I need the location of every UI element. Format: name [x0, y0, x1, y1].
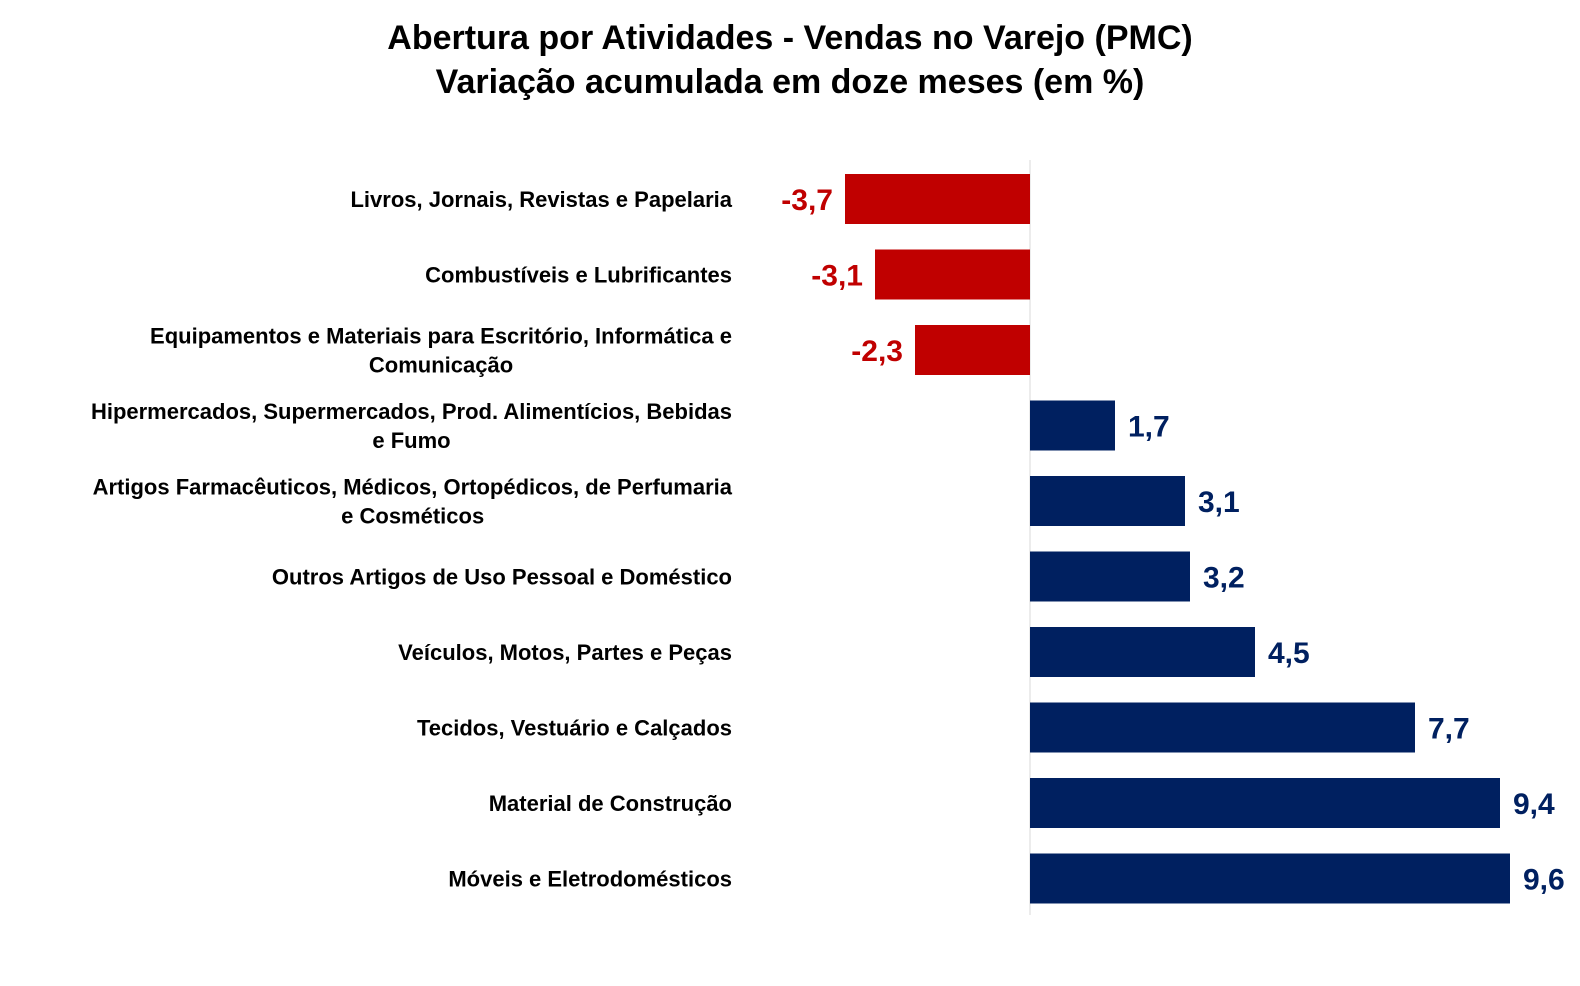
category-label: Outros Artigos de Uso Pessoal e Doméstic…: [272, 565, 732, 590]
category-label: Comunicação: [369, 353, 513, 378]
bar-value-label: -3,1: [811, 260, 863, 293]
bar: [1030, 400, 1115, 451]
bar-value-label: 7,7: [1428, 713, 1470, 746]
bar: [915, 325, 1030, 375]
category-label: Equipamentos e Materiais para Escritório…: [150, 324, 732, 349]
bar: [845, 174, 1030, 224]
category-label: e Cosméticos: [341, 504, 484, 529]
chart-title-line: Abertura por Atividades - Vendas no Vare…: [387, 19, 1193, 57]
category-label: Artigos Farmacêuticos, Médicos, Ortopédi…: [93, 475, 733, 500]
bar-value-label: -3,7: [781, 184, 833, 217]
bar: [1030, 853, 1510, 904]
category-label: Material de Construção: [489, 791, 732, 816]
bar-value-label: 3,2: [1203, 562, 1245, 595]
chart-subtitle-line: Variação acumulada em doze meses (em %): [435, 63, 1145, 101]
bar-value-label: 3,1: [1198, 486, 1240, 519]
chart-title: Abertura por Atividades - Vendas no Vare…: [0, 16, 1580, 104]
bar-value-label: -2,3: [851, 335, 903, 368]
category-label: Veículos, Motos, Partes e Peças: [398, 640, 732, 665]
category-label: e Fumo: [372, 428, 450, 453]
category-label: Hipermercados, Supermercados, Prod. Alim…: [91, 399, 732, 424]
category-label: Livros, Jornais, Revistas e Papelaria: [350, 187, 732, 212]
bar: [1030, 476, 1185, 526]
category-label: Móveis e Eletrodomésticos: [448, 867, 732, 892]
bar: [1030, 551, 1190, 602]
bar-value-label: 4,5: [1268, 637, 1310, 670]
category-label: Combustíveis e Lubrificantes: [425, 263, 732, 288]
bar: [1030, 627, 1255, 677]
bar-value-label: 9,4: [1513, 788, 1555, 821]
bar-value-label: 9,6: [1523, 864, 1565, 897]
category-label: Tecidos, Vestuário e Calçados: [417, 716, 732, 741]
bar-value-label: 1,7: [1128, 411, 1170, 444]
bar: [1030, 702, 1415, 753]
bar: [1030, 778, 1500, 828]
bar: [875, 249, 1030, 300]
